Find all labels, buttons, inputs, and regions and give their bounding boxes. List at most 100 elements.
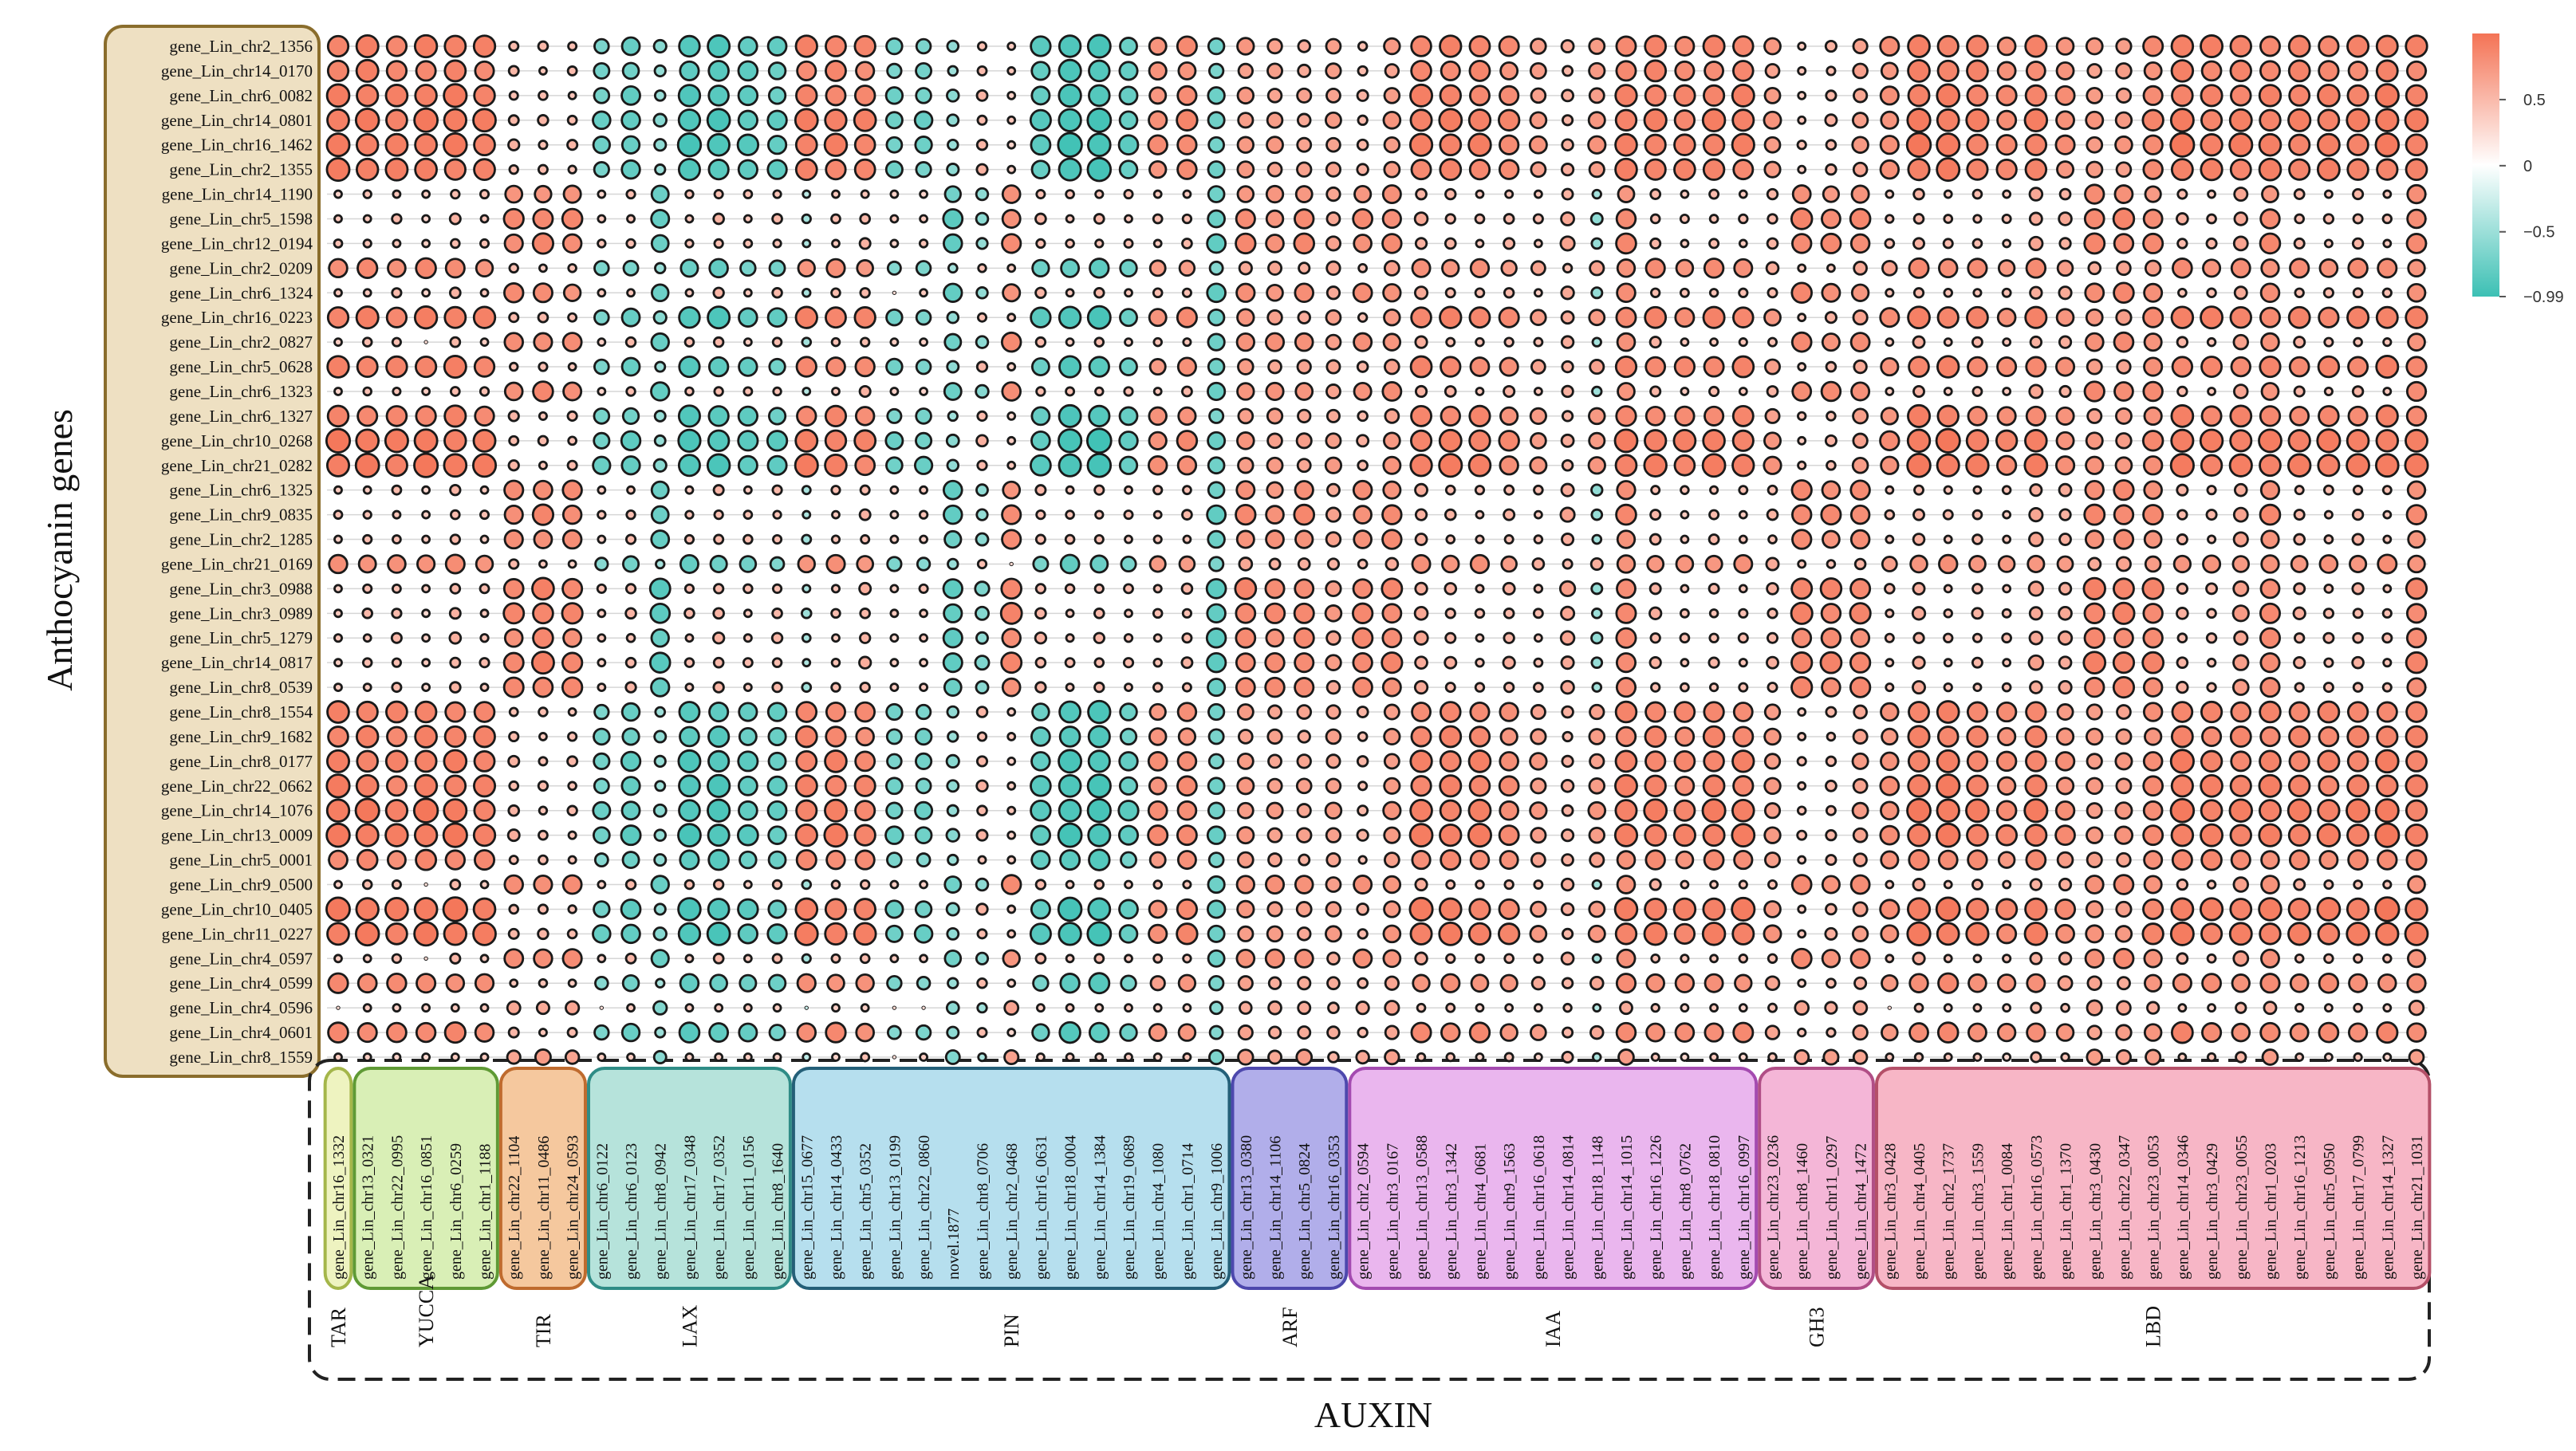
bubble bbox=[624, 952, 637, 965]
bubble bbox=[2287, 922, 2312, 946]
bubble bbox=[2086, 63, 2103, 79]
bubble bbox=[1414, 951, 1428, 966]
bubble bbox=[831, 1052, 841, 1062]
bubble bbox=[1650, 953, 1661, 964]
bubble bbox=[1207, 801, 1226, 820]
bubble bbox=[853, 108, 877, 132]
bubble bbox=[1001, 627, 1022, 648]
bubble bbox=[1356, 755, 1369, 768]
bubble bbox=[1497, 108, 1521, 132]
bubble bbox=[2169, 797, 2196, 824]
bubble bbox=[1587, 924, 1606, 943]
bubble bbox=[1445, 953, 1456, 964]
bubble bbox=[2287, 429, 2311, 453]
bubble bbox=[1182, 1003, 1192, 1013]
bubble bbox=[2406, 480, 2427, 500]
bubble bbox=[2116, 260, 2132, 277]
bubble bbox=[1907, 158, 1931, 182]
bubble bbox=[1561, 804, 1574, 817]
bubble bbox=[1589, 703, 1605, 721]
bubble bbox=[1503, 213, 1515, 225]
row-label: gene_Lin_chr4_0597 bbox=[169, 949, 313, 968]
bubble bbox=[1588, 900, 1606, 918]
bubble bbox=[1237, 407, 1255, 425]
bubble bbox=[449, 952, 462, 965]
bubble bbox=[624, 607, 637, 620]
bubble bbox=[1912, 878, 1926, 891]
bubble bbox=[325, 83, 351, 108]
bubble bbox=[946, 113, 960, 128]
bubble bbox=[449, 483, 462, 497]
bubble bbox=[1006, 460, 1017, 470]
bubble bbox=[1237, 62, 1254, 80]
bubble bbox=[1645, 1022, 1666, 1043]
bubble bbox=[2229, 726, 2252, 748]
bubble bbox=[2142, 627, 2164, 649]
bubble bbox=[1763, 703, 1782, 721]
bubble bbox=[1797, 90, 1807, 100]
bubble bbox=[1411, 702, 1432, 722]
bubble bbox=[1592, 1052, 1602, 1063]
bubble bbox=[1644, 897, 1668, 921]
bubble bbox=[1498, 775, 1520, 797]
bubble bbox=[886, 753, 903, 770]
bubble bbox=[1615, 677, 1637, 698]
bubble bbox=[1561, 114, 1574, 127]
bubble bbox=[1297, 310, 1311, 324]
bubble bbox=[2116, 704, 2132, 720]
bubble bbox=[945, 828, 961, 843]
bubble bbox=[1177, 727, 1197, 746]
bubble bbox=[650, 209, 671, 229]
bubble bbox=[1497, 922, 1521, 946]
bubble bbox=[2084, 282, 2105, 304]
bubble bbox=[2288, 133, 2311, 156]
bubble bbox=[1384, 1000, 1400, 1016]
bubble bbox=[1265, 184, 1285, 204]
bubble bbox=[1533, 238, 1543, 249]
bubble bbox=[712, 656, 725, 669]
bubble bbox=[2028, 211, 2043, 226]
bubble bbox=[1704, 554, 1723, 574]
bubble bbox=[2200, 823, 2224, 847]
bubble bbox=[1034, 952, 1047, 965]
bubble bbox=[2143, 529, 2163, 549]
bubble bbox=[450, 238, 461, 250]
bubble bbox=[1236, 777, 1255, 796]
bubble bbox=[1468, 726, 1491, 748]
bubble bbox=[914, 900, 933, 918]
bubble bbox=[2116, 1000, 2132, 1016]
bubble bbox=[1207, 875, 1226, 895]
bubble bbox=[1589, 260, 1605, 277]
bubble bbox=[1207, 777, 1226, 796]
bubble bbox=[1995, 701, 2018, 723]
bubble bbox=[677, 749, 702, 773]
bubble bbox=[892, 290, 897, 295]
bubble bbox=[2024, 774, 2048, 798]
bubble bbox=[654, 780, 667, 792]
bubble bbox=[2346, 824, 2370, 847]
bubble bbox=[2056, 555, 2074, 573]
bubble bbox=[976, 312, 988, 323]
bubble bbox=[355, 305, 380, 330]
bubble bbox=[1732, 1021, 1755, 1044]
bubble bbox=[2170, 158, 2194, 182]
bubble bbox=[2200, 157, 2223, 182]
bubble bbox=[391, 583, 402, 594]
bubble bbox=[362, 485, 372, 495]
bubble bbox=[1094, 1003, 1105, 1013]
bubble bbox=[713, 189, 724, 200]
bubble bbox=[2028, 630, 2044, 646]
bubble bbox=[2113, 825, 2134, 845]
bubble bbox=[1382, 283, 1402, 303]
bubble bbox=[1119, 37, 1138, 56]
bubble bbox=[620, 824, 642, 847]
bubble bbox=[1029, 922, 1052, 946]
bubble bbox=[1381, 504, 1403, 525]
bubble bbox=[1797, 781, 1807, 791]
column-label: gene_Lin_chr16_1213 bbox=[2291, 1135, 2309, 1280]
bubble bbox=[1152, 953, 1164, 964]
bubble bbox=[2346, 701, 2369, 723]
bubble bbox=[1266, 777, 1283, 794]
bubble bbox=[707, 798, 731, 823]
bubble bbox=[1673, 356, 1696, 378]
